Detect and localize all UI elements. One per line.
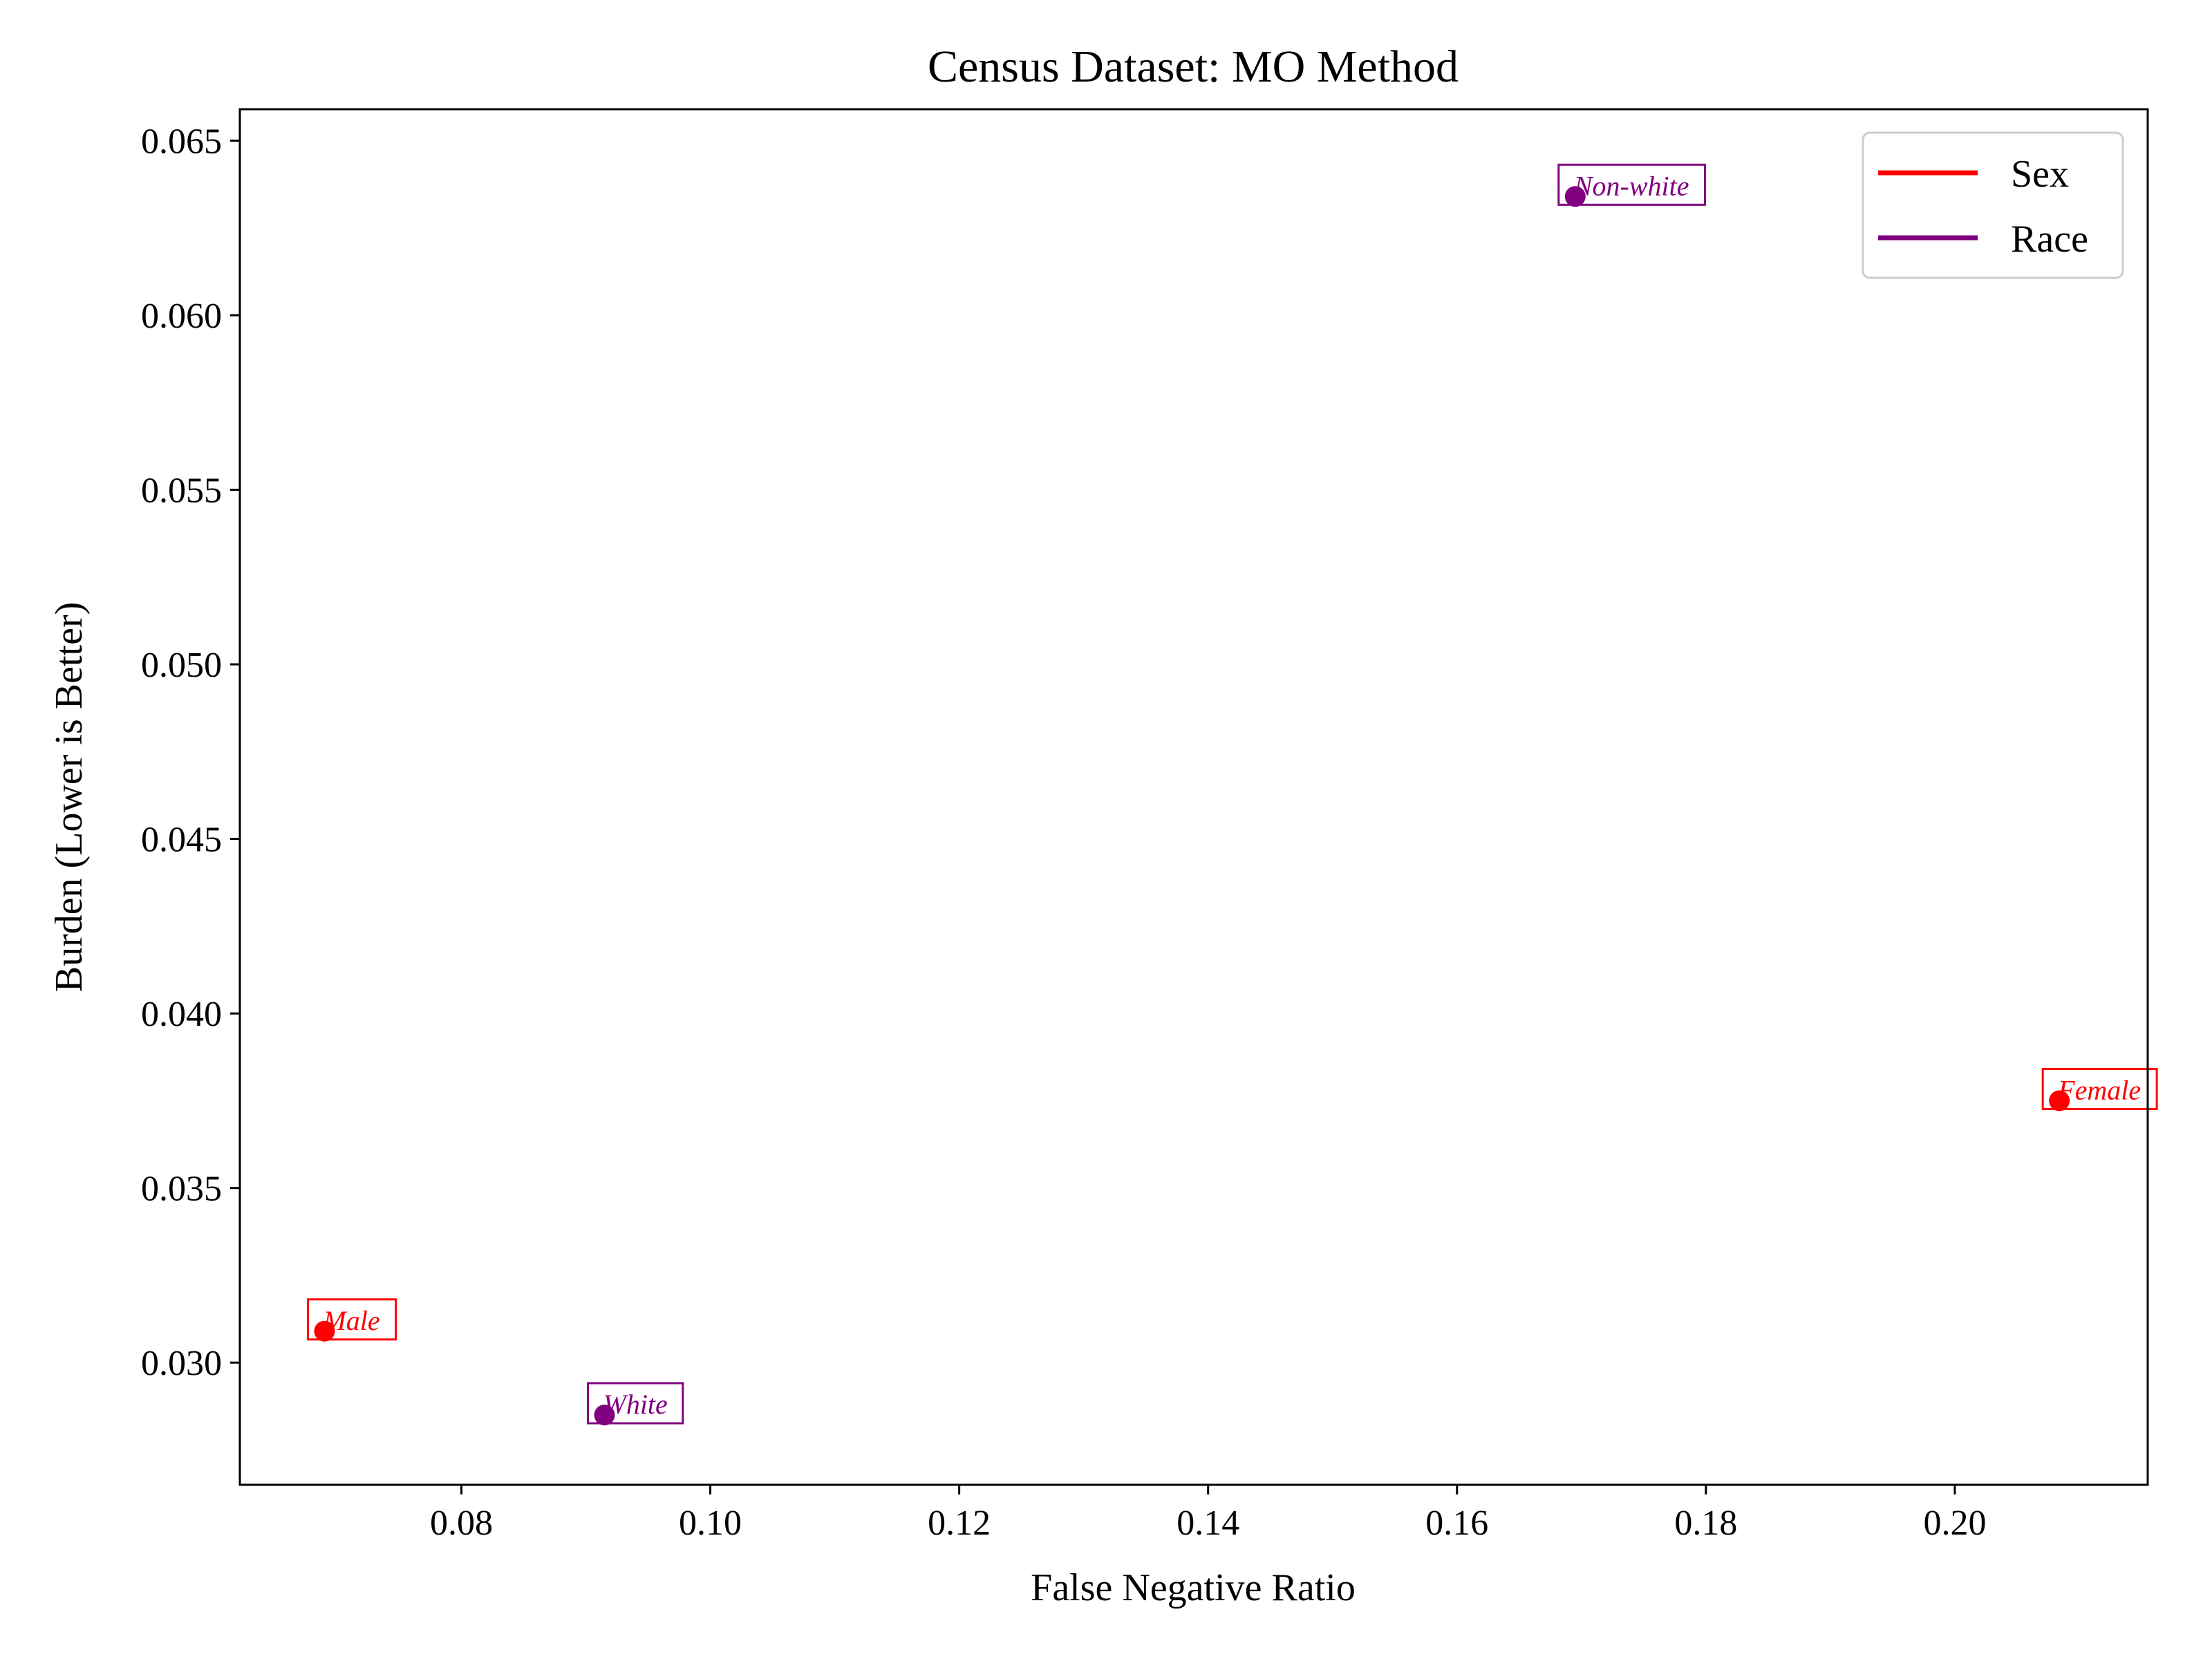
x-tick-label: 0.20 bbox=[1923, 1503, 1986, 1543]
x-tick-label: 0.16 bbox=[1425, 1503, 1488, 1543]
legend-label: Sex bbox=[2011, 153, 2069, 196]
legend-frame bbox=[1862, 131, 2124, 279]
data-point-group: Non-white bbox=[1557, 163, 1706, 207]
y-tick-label: 0.065 bbox=[141, 122, 222, 161]
y-tick-label: 0.050 bbox=[141, 646, 222, 685]
y-axis-label: Burden (Lower is Better) bbox=[48, 602, 91, 992]
point-label: Female bbox=[2057, 1074, 2141, 1105]
x-tick-label: 0.08 bbox=[430, 1503, 493, 1543]
y-axis: 0.030 0.035 0.040 0.045 0.050 0.055 0.060 0.065 bbox=[141, 122, 240, 1383]
data-point-group: Female bbox=[2041, 1067, 2158, 1112]
data-point-marker bbox=[594, 1404, 615, 1425]
data-point-marker bbox=[314, 1320, 335, 1342]
y-tick-label: 0.035 bbox=[141, 1170, 222, 1209]
legend-label: Race bbox=[2011, 218, 2088, 261]
y-tick-label: 0.045 bbox=[141, 821, 222, 860]
x-axis: 0.08 0.10 0.12 0.14 0.16 0.18 0.20 bbox=[430, 1485, 1986, 1543]
x-tick-label: 0.12 bbox=[928, 1503, 991, 1543]
plot-frame bbox=[238, 108, 2149, 1486]
data-point-marker bbox=[2049, 1090, 2070, 1112]
y-tick-label: 0.040 bbox=[141, 995, 222, 1034]
y-tick-label: 0.055 bbox=[141, 471, 222, 511]
x-tick-label: 0.18 bbox=[1674, 1503, 1737, 1543]
x-tick-label: 0.10 bbox=[679, 1503, 742, 1543]
point-label: Non-white bbox=[1573, 170, 1689, 201]
data-point-group: Male bbox=[306, 1298, 397, 1342]
chart-title: Census Dataset: MO Method bbox=[928, 41, 1459, 92]
y-tick-label: 0.030 bbox=[141, 1344, 222, 1383]
data-point-marker bbox=[1564, 186, 1586, 207]
point-label-box bbox=[1557, 163, 1706, 206]
x-tick-label: 0.14 bbox=[1177, 1503, 1239, 1543]
legend: Sex Race bbox=[1862, 131, 2124, 279]
y-tick-label: 0.060 bbox=[141, 297, 222, 336]
x-axis-label: False Negative Ratio bbox=[1031, 1566, 1356, 1609]
plot-area: Male Female White Non-white bbox=[306, 163, 2158, 1425]
data-point-group: White bbox=[587, 1382, 684, 1425]
